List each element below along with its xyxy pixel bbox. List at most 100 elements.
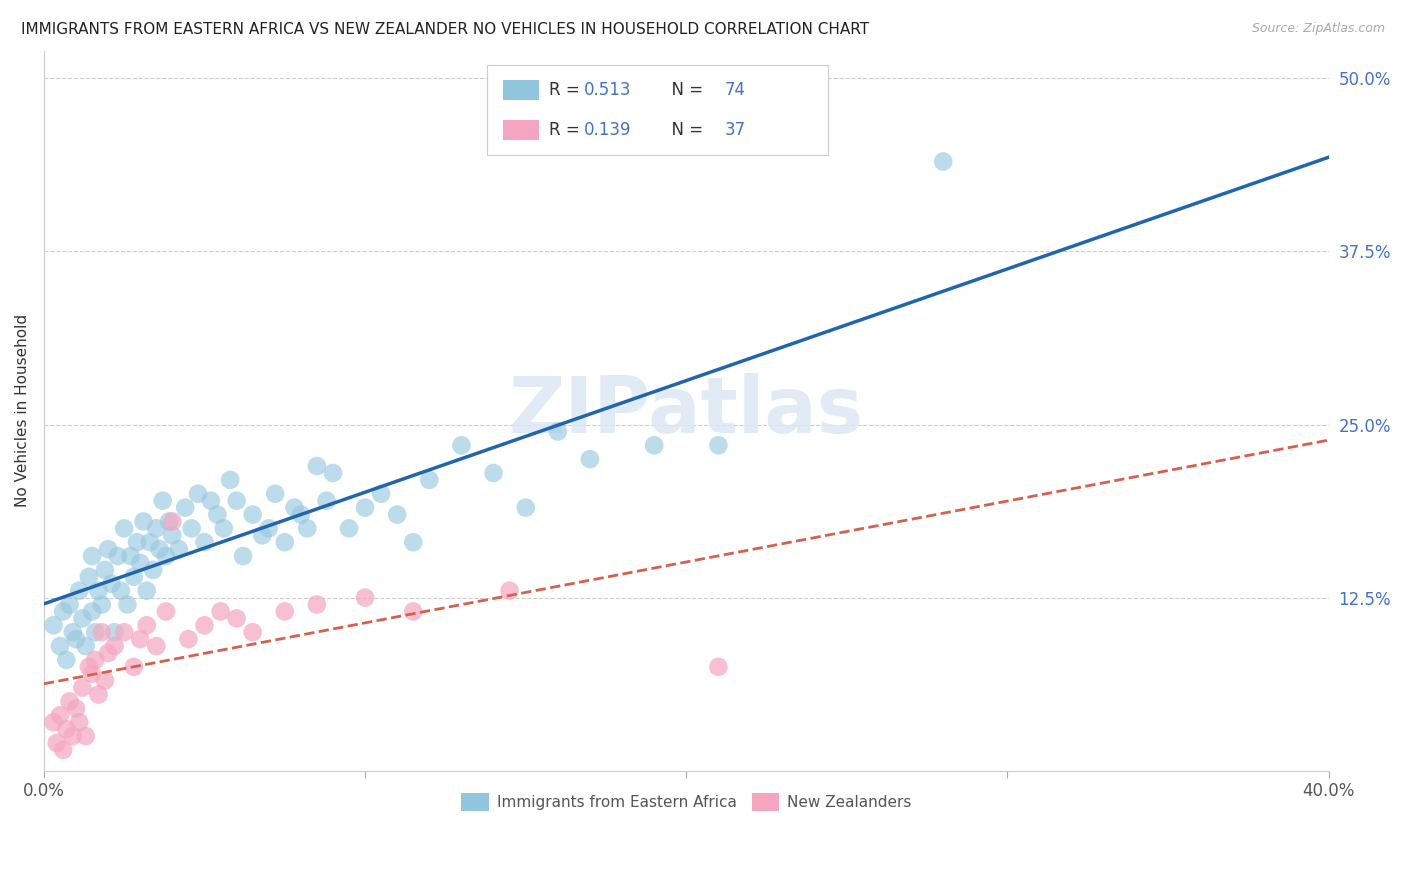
Point <box>209 604 232 618</box>
Point <box>579 452 602 467</box>
Point <box>315 493 337 508</box>
Point <box>42 715 65 730</box>
Point <box>80 549 103 563</box>
Point <box>87 688 110 702</box>
Point <box>274 535 297 549</box>
Point <box>252 528 274 542</box>
Point <box>77 660 100 674</box>
Text: N =: N = <box>661 121 709 139</box>
Text: R =: R = <box>548 121 585 139</box>
Point <box>67 715 90 730</box>
Point <box>97 646 120 660</box>
Point <box>62 625 84 640</box>
Point <box>264 487 287 501</box>
Point <box>354 591 377 605</box>
Point <box>322 466 344 480</box>
Point <box>387 508 409 522</box>
Point <box>219 473 242 487</box>
Point <box>225 493 247 508</box>
Point <box>157 515 180 529</box>
Point <box>94 563 117 577</box>
Legend: Immigrants from Eastern Africa, New Zealanders: Immigrants from Eastern Africa, New Zeal… <box>456 787 917 817</box>
Point <box>112 625 135 640</box>
Point <box>117 598 139 612</box>
FancyBboxPatch shape <box>502 120 538 140</box>
Point <box>305 598 328 612</box>
Point <box>148 542 170 557</box>
Point <box>155 604 177 618</box>
Point <box>120 549 142 563</box>
Point <box>193 618 215 632</box>
Point <box>87 583 110 598</box>
Point <box>283 500 305 515</box>
Point <box>139 535 162 549</box>
Point <box>145 639 167 653</box>
Point <box>49 708 72 723</box>
Point <box>52 743 75 757</box>
Point <box>103 625 125 640</box>
Point <box>145 521 167 535</box>
Point <box>232 549 254 563</box>
Point <box>274 604 297 618</box>
Point <box>707 438 730 452</box>
Point <box>155 549 177 563</box>
Point <box>45 736 67 750</box>
Point <box>49 639 72 653</box>
Point <box>132 515 155 529</box>
Point <box>162 515 184 529</box>
Point <box>167 542 190 557</box>
Point <box>418 473 440 487</box>
Point <box>402 604 425 618</box>
Point <box>94 673 117 688</box>
Point <box>80 604 103 618</box>
FancyBboxPatch shape <box>486 65 828 155</box>
Point <box>129 556 152 570</box>
Point <box>200 493 222 508</box>
Point <box>135 583 157 598</box>
Point <box>152 493 174 508</box>
Text: 0.139: 0.139 <box>583 121 631 139</box>
Point <box>55 653 77 667</box>
Point <box>77 570 100 584</box>
Point <box>75 729 97 743</box>
Point <box>337 521 360 535</box>
Point <box>450 438 472 452</box>
Point <box>212 521 235 535</box>
Point <box>97 542 120 557</box>
Point <box>290 508 312 522</box>
Point <box>84 653 107 667</box>
Text: 74: 74 <box>725 81 745 99</box>
Point <box>110 583 132 598</box>
Point <box>547 425 569 439</box>
Point <box>42 618 65 632</box>
Point <box>135 618 157 632</box>
Point <box>122 570 145 584</box>
Point <box>65 632 87 647</box>
Point <box>242 508 264 522</box>
Point <box>58 598 80 612</box>
Point <box>72 681 94 695</box>
Point <box>207 508 229 522</box>
Point <box>142 563 165 577</box>
Point <box>90 625 112 640</box>
Point <box>52 604 75 618</box>
Point <box>122 660 145 674</box>
Point <box>402 535 425 549</box>
Point <box>225 611 247 625</box>
Text: R =: R = <box>548 81 585 99</box>
Point <box>515 500 537 515</box>
Point <box>482 466 505 480</box>
Point <box>932 154 955 169</box>
Point <box>177 632 200 647</box>
Text: IMMIGRANTS FROM EASTERN AFRICA VS NEW ZEALANDER NO VEHICLES IN HOUSEHOLD CORRELA: IMMIGRANTS FROM EASTERN AFRICA VS NEW ZE… <box>21 22 869 37</box>
Text: ZIPatlas: ZIPatlas <box>509 373 863 449</box>
Point <box>80 666 103 681</box>
Point <box>125 535 148 549</box>
Text: N =: N = <box>661 81 709 99</box>
Text: 37: 37 <box>725 121 747 139</box>
Point <box>67 583 90 598</box>
Point <box>187 487 209 501</box>
Point <box>180 521 202 535</box>
Point <box>162 528 184 542</box>
Point <box>297 521 319 535</box>
